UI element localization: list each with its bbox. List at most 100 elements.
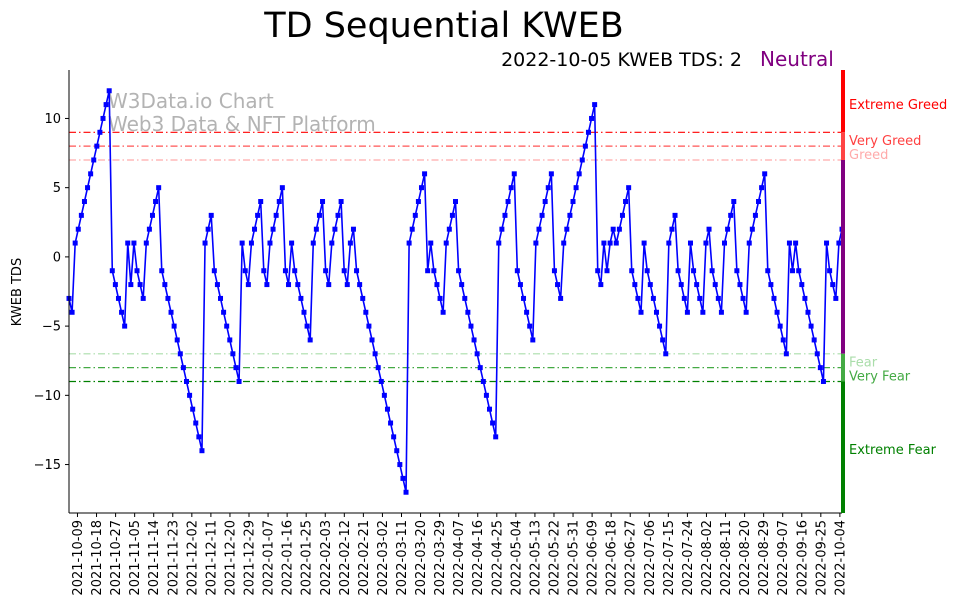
data-point-90 bbox=[344, 282, 350, 288]
data-point-89 bbox=[341, 268, 347, 274]
data-point-168 bbox=[585, 129, 591, 135]
x-tick-label: 2021-10-18 bbox=[90, 520, 105, 596]
data-point-158 bbox=[555, 282, 561, 288]
data-point-114 bbox=[418, 185, 424, 191]
data-point-204 bbox=[697, 295, 703, 301]
x-tick-label: 2021-11-05 bbox=[128, 520, 143, 596]
y-tick-label: −5 bbox=[42, 320, 61, 335]
data-point-103 bbox=[384, 406, 390, 412]
data-point-21 bbox=[131, 240, 137, 246]
x-tick-label: 2022-07-24 bbox=[681, 520, 696, 596]
x-tick-label: 2022-06-18 bbox=[605, 520, 620, 596]
data-point-78 bbox=[307, 337, 313, 343]
x-tick-label: 2022-08-20 bbox=[738, 520, 753, 596]
data-point-233 bbox=[786, 240, 792, 246]
data-point-183 bbox=[632, 282, 638, 288]
data-point-2 bbox=[72, 240, 78, 246]
x-tick-label: 2022-07-15 bbox=[662, 520, 677, 596]
data-point-232 bbox=[783, 351, 789, 357]
data-point-229 bbox=[774, 309, 780, 315]
data-point-105 bbox=[391, 434, 397, 440]
data-point-234 bbox=[790, 268, 796, 274]
data-point-70 bbox=[282, 268, 288, 274]
data-point-85 bbox=[329, 240, 335, 246]
data-point-34 bbox=[171, 323, 177, 329]
data-point-41 bbox=[193, 420, 199, 426]
watermark-line-1: W3Data.io Chart bbox=[108, 89, 274, 113]
x-tick-label: 2021-12-29 bbox=[243, 520, 258, 596]
data-point-52 bbox=[227, 337, 233, 343]
data-point-92 bbox=[350, 226, 356, 232]
data-point-63 bbox=[261, 268, 267, 274]
data-point-224 bbox=[759, 185, 765, 191]
data-point-82 bbox=[320, 199, 326, 205]
data-point-243 bbox=[817, 365, 823, 371]
data-point-25 bbox=[143, 240, 149, 246]
data-point-18 bbox=[122, 323, 128, 329]
data-point-33 bbox=[168, 309, 174, 315]
data-point-128 bbox=[462, 295, 468, 301]
data-point-155 bbox=[545, 185, 551, 191]
data-point-12 bbox=[103, 102, 109, 108]
data-point-72 bbox=[289, 240, 295, 246]
data-point-160 bbox=[561, 240, 567, 246]
data-point-197 bbox=[675, 268, 681, 274]
data-point-196 bbox=[672, 212, 678, 218]
zone-label: Greed bbox=[849, 148, 888, 163]
data-point-61 bbox=[255, 212, 261, 218]
data-point-93 bbox=[354, 268, 360, 274]
data-point-101 bbox=[378, 378, 384, 384]
x-tick-label: 2022-08-02 bbox=[700, 520, 715, 596]
data-point-97 bbox=[366, 323, 372, 329]
data-point-186 bbox=[641, 240, 647, 246]
chart-title: TD Sequential KWEB bbox=[263, 6, 624, 46]
data-point-173 bbox=[601, 240, 607, 246]
data-point-169 bbox=[589, 115, 595, 121]
data-point-17 bbox=[119, 309, 125, 315]
data-point-218 bbox=[740, 295, 746, 301]
data-point-188 bbox=[647, 282, 653, 288]
data-point-156 bbox=[548, 171, 554, 177]
data-point-14 bbox=[109, 268, 115, 274]
data-point-66 bbox=[270, 226, 276, 232]
data-point-176 bbox=[610, 226, 616, 232]
data-point-77 bbox=[304, 323, 310, 329]
data-point-22 bbox=[134, 268, 140, 274]
data-point-199 bbox=[681, 295, 687, 301]
data-point-42 bbox=[196, 434, 202, 440]
data-point-43 bbox=[199, 448, 205, 454]
data-point-112 bbox=[412, 212, 418, 218]
data-point-55 bbox=[236, 378, 242, 384]
data-point-133 bbox=[477, 365, 483, 371]
data-point-131 bbox=[471, 337, 477, 343]
data-point-116 bbox=[425, 268, 431, 274]
data-point-236 bbox=[796, 268, 802, 274]
data-point-212 bbox=[722, 240, 727, 246]
data-point-130 bbox=[468, 323, 474, 329]
data-point-75 bbox=[298, 295, 304, 301]
y-tick-label: 5 bbox=[53, 181, 61, 196]
data-point-134 bbox=[480, 378, 486, 384]
data-point-244 bbox=[820, 378, 826, 384]
x-tick-label: 2021-12-20 bbox=[223, 520, 238, 596]
data-point-121 bbox=[440, 309, 446, 315]
data-point-171 bbox=[595, 268, 601, 274]
data-point-141 bbox=[502, 212, 508, 218]
data-point-200 bbox=[684, 309, 690, 315]
data-point-221 bbox=[749, 226, 755, 232]
x-tick-label: 2022-04-25 bbox=[490, 520, 505, 596]
x-tick-label: 2021-10-27 bbox=[109, 520, 124, 596]
tds-state-label: Neutral bbox=[760, 47, 834, 71]
data-point-46 bbox=[208, 212, 214, 218]
data-point-245 bbox=[824, 240, 830, 246]
data-point-36 bbox=[177, 351, 183, 357]
data-point-211 bbox=[718, 309, 724, 315]
x-tick-label: 2021-12-11 bbox=[204, 520, 219, 596]
data-point-65 bbox=[267, 240, 273, 246]
data-point-15 bbox=[112, 282, 118, 288]
data-point-189 bbox=[650, 295, 656, 301]
data-point-86 bbox=[332, 226, 338, 232]
data-point-71 bbox=[286, 282, 292, 288]
zone-label: Extreme Fear bbox=[849, 443, 937, 458]
data-point-32 bbox=[165, 295, 171, 301]
